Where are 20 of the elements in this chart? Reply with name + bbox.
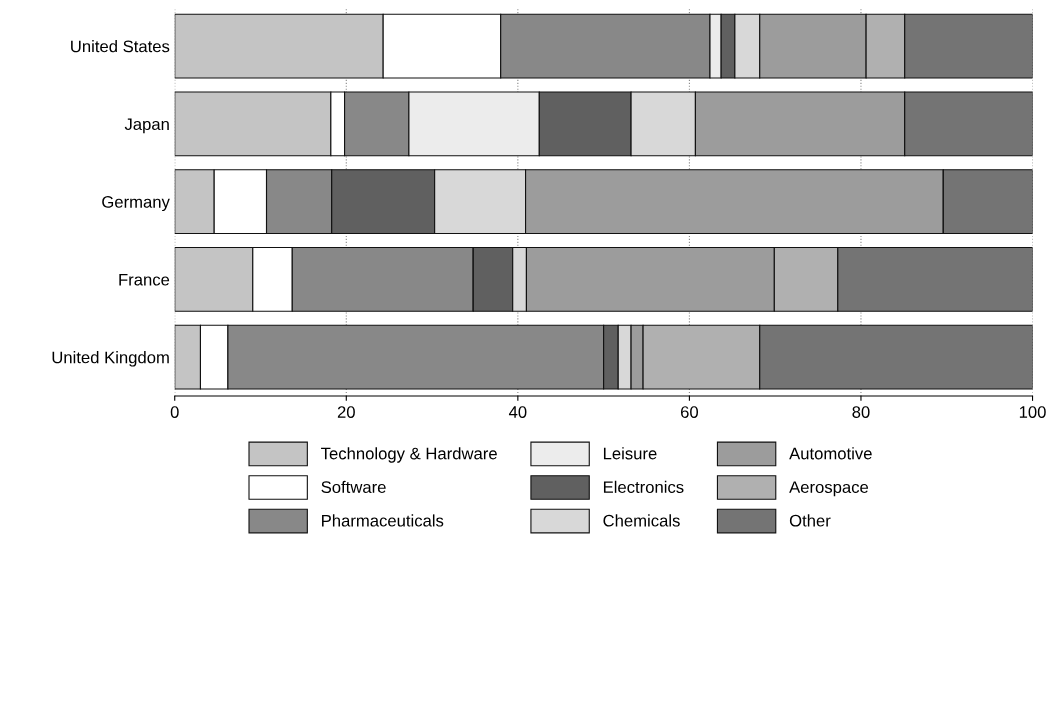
legend-label: Software [321, 480, 386, 494]
legend-label: Pharmaceuticals [322, 514, 444, 527]
x-tick-label: 60 [680, 406, 699, 418]
legend-label: Automotive [789, 447, 872, 460]
x-tick-label: 0 [170, 406, 179, 418]
x-tick-label: 40 [508, 406, 527, 418]
y-tick-label: United Kingdom [52, 351, 169, 367]
x-tick-label: 100 [1019, 406, 1046, 418]
x-tick-label: 80 [852, 406, 870, 418]
legend-label: Chemicals [603, 514, 680, 527]
y-tick-label: Japan [124, 118, 169, 134]
y-tick-label: Germany [102, 196, 170, 212]
legend-label: Other [789, 514, 831, 527]
legend-label: Leisure [603, 447, 657, 460]
legend-label: Technology & Hardware [321, 447, 497, 463]
legend-label: Electronics [603, 480, 684, 494]
y-tick-label: France [119, 273, 170, 286]
y-tick-label: United States [71, 40, 170, 53]
x-tick-label: 20 [337, 406, 355, 418]
legend-label: Aerospace [789, 481, 869, 497]
